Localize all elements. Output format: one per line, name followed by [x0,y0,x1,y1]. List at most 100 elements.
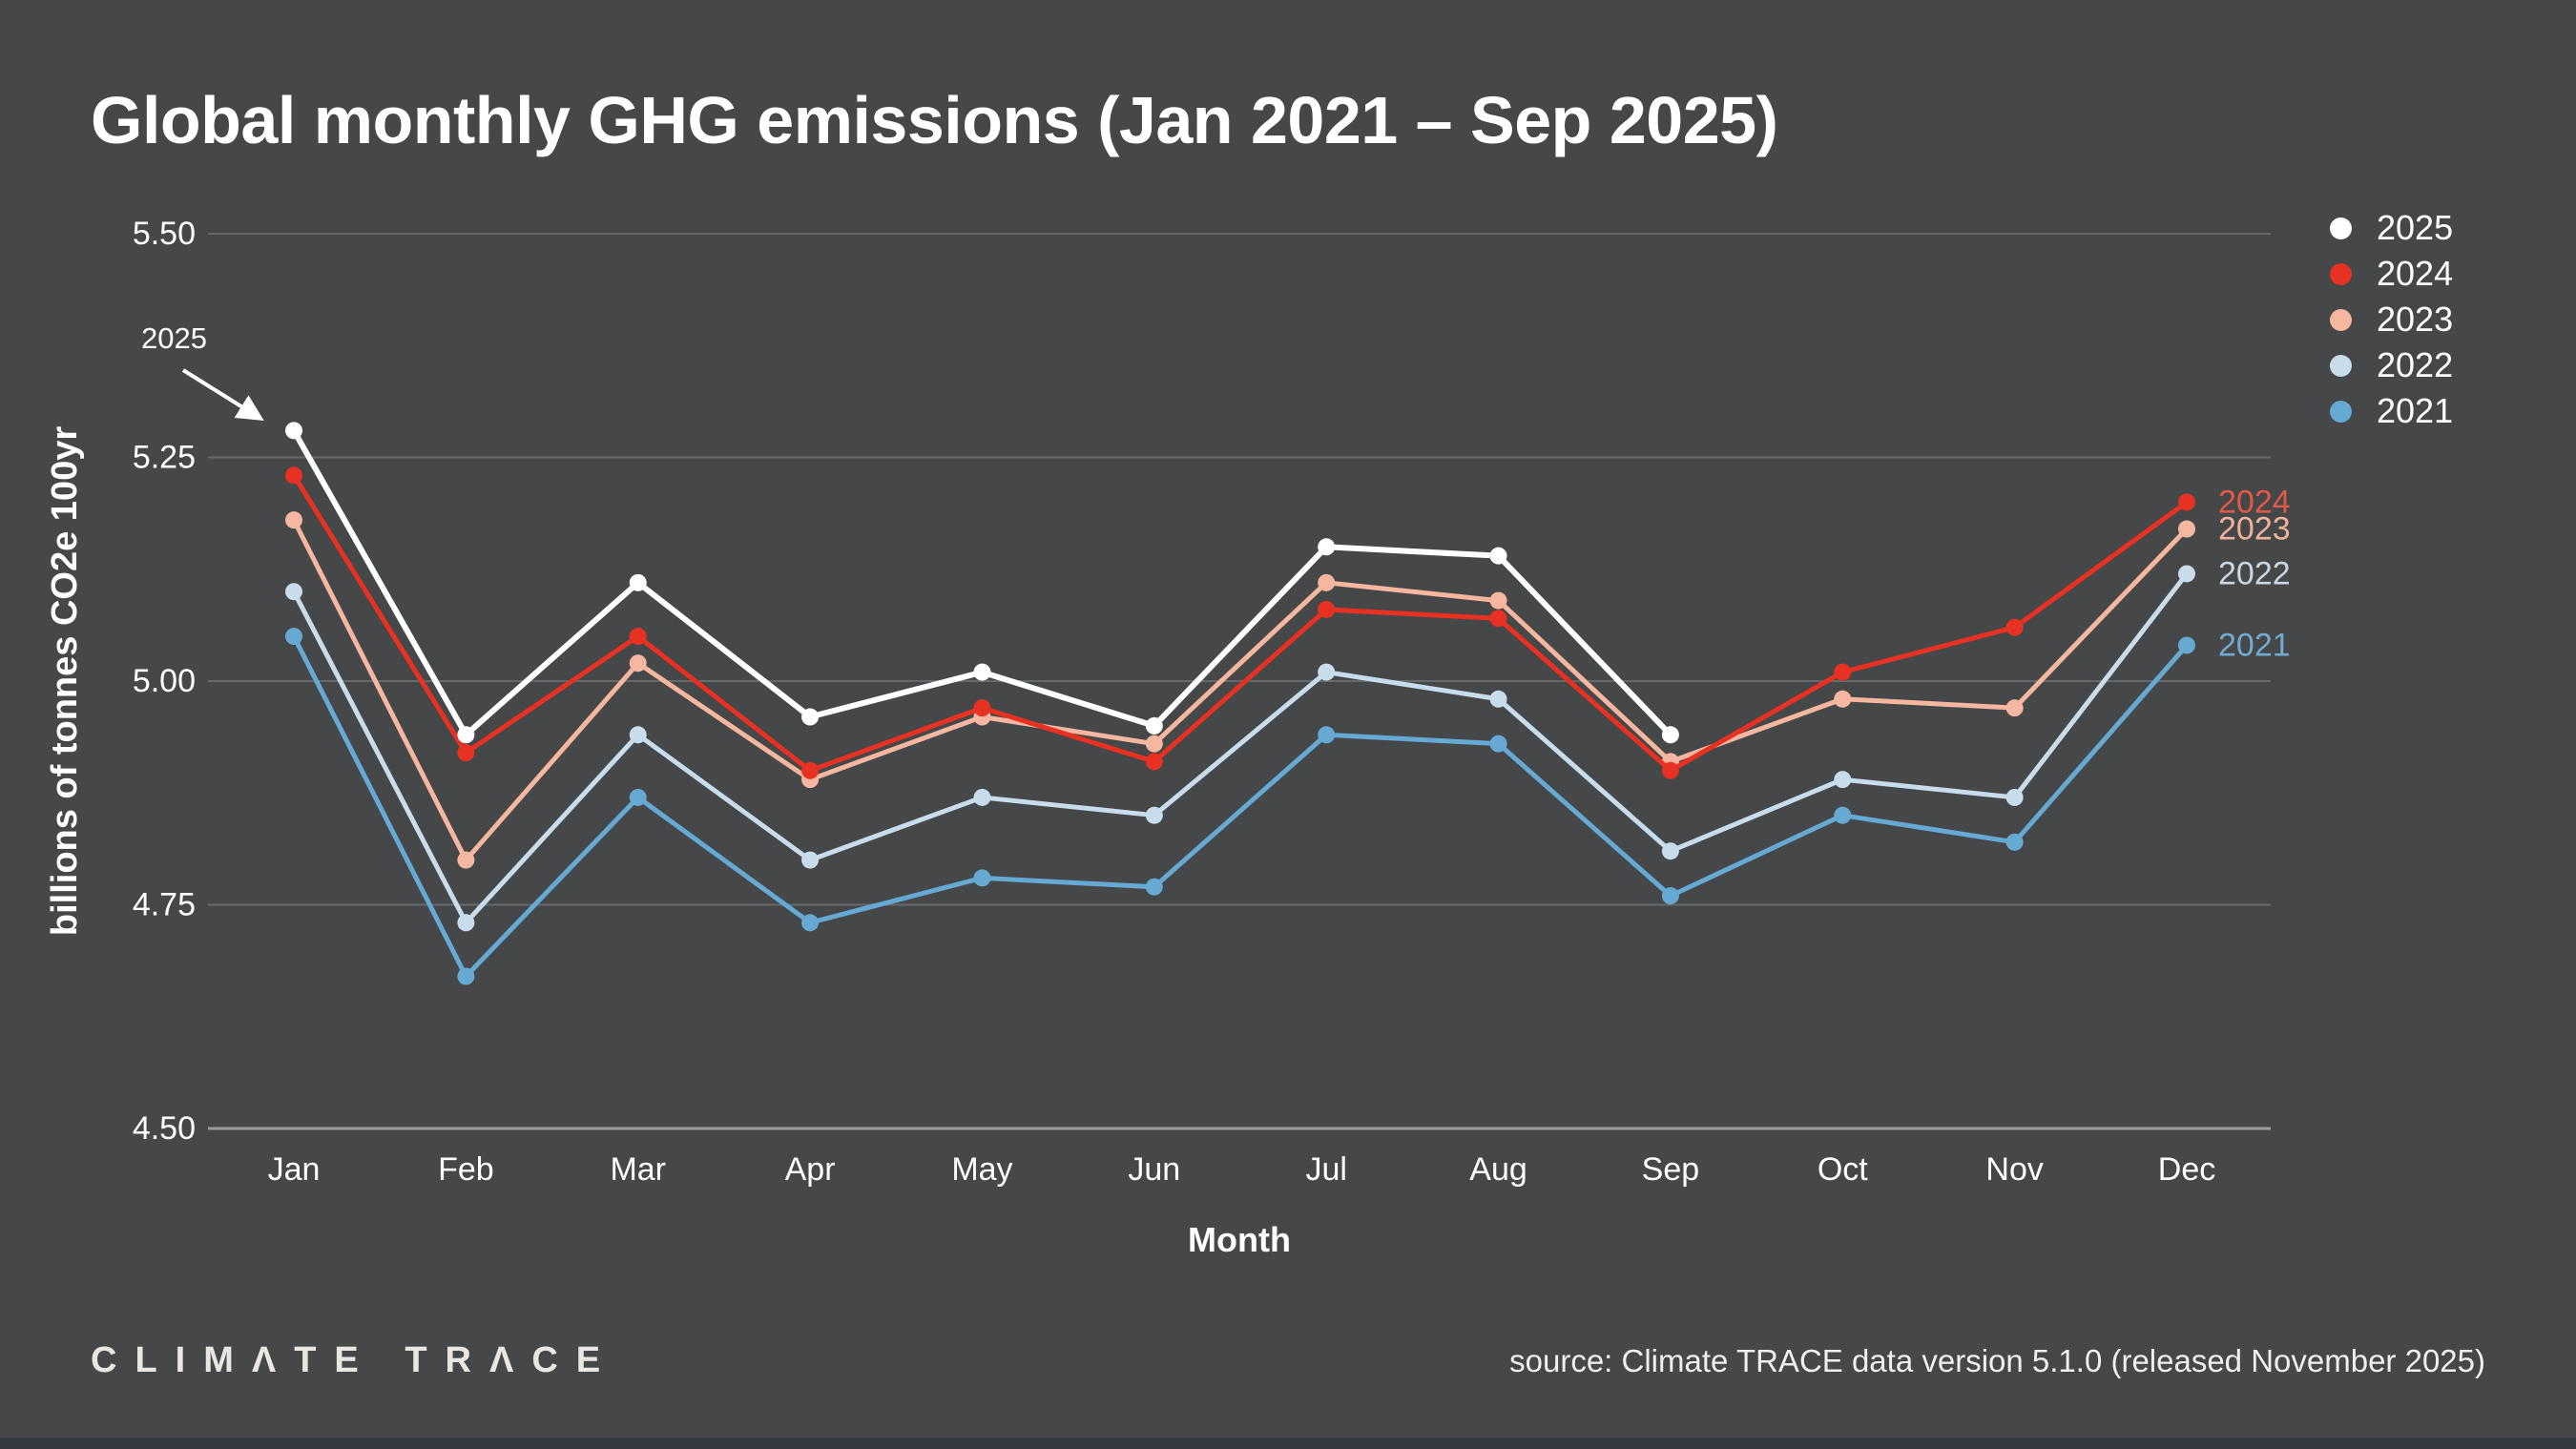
series-2022-point-Jul [1318,663,1336,681]
y-tick-label: 4.50 [133,1110,196,1147]
series-2025-point-Jun [1145,716,1163,735]
series-2022-point-Oct [1834,771,1852,789]
series-end-label-2021: 2021 [2218,627,2291,663]
series-2025 [285,422,1679,744]
series-2025-point-Apr [801,708,820,726]
series-2021-line [291,633,2190,980]
series-2021-point-Oct [1834,806,1852,824]
series-end-label-2023: 2023 [2218,511,2291,548]
series-2024-point-Dec [2178,493,2195,511]
y-tick-label: 5.00 [133,663,196,699]
series-2024-point-Nov [2005,618,2024,636]
series-2025-point-Jan [285,422,302,440]
series-2024-point-Jul [1318,600,1336,618]
x-tick-label: Feb [438,1151,494,1188]
series-2022-point-Dec [2178,565,2195,583]
series-2024-point-Apr [801,761,820,779]
series-2024-line [291,472,2190,774]
series-2021-point-Jul [1318,726,1336,744]
series-2024-point-Jun [1145,753,1163,771]
series-2022 [285,565,2195,932]
series-2023-point-Jan [285,511,302,529]
series-2021-point-May [973,869,991,887]
legend-label-2025: 2025 [2377,208,2454,247]
annotation-2025-label: 2025 [141,321,207,355]
page-title: Global monthly GHG emissions (Jan 2021 –… [91,83,1778,157]
footer-accent-bar [0,1438,2576,1449]
series-2024-point-Jan [285,466,302,485]
series-2024-point-Feb [457,744,475,762]
series-2023-point-Jul [1318,573,1336,591]
series-2024-point-Sep [1661,761,1679,779]
gridlines [208,233,2271,1130]
series-2025-point-Aug [1489,547,1507,565]
series-2021-point-Feb [457,967,475,985]
legend-dot-2023 [2330,308,2352,331]
series-2021-point-Apr [801,914,820,932]
legend-label-2021: 2021 [2377,391,2454,430]
x-axis-tick-labels: Jan Feb Mar Apr May Jun Jul Aug Sep Oct Nov Dec [268,1151,2216,1188]
series-2022-point-Jan [285,583,302,601]
series-2021-point-Sep [1661,887,1679,905]
series-2023-point-Oct [1834,690,1852,708]
series-2023-point-Jun [1145,735,1163,753]
chart-legend: 2025 2024 2023 2022 2021 [2330,208,2453,430]
series-2021-point-Jan [285,628,302,646]
legend-item-2021: 2021 [2330,391,2453,430]
series-2022-point-Sep [1661,842,1679,860]
legend-label-2022: 2022 [2377,345,2454,384]
y-axis-tick-labels: 5.50 5.25 5.00 4.75 4.50 [133,216,196,1147]
legend-dot-2022 [2330,354,2352,377]
x-tick-label: Oct [1818,1151,1868,1188]
x-tick-label: Jan [268,1151,321,1188]
series-2024-point-Oct [1834,663,1852,681]
x-tick-label: Mar [610,1151,666,1188]
series-2024-point-Mar [629,628,647,646]
series-2022-point-May [973,788,991,806]
series-2022-line [291,570,2190,925]
series-2022-point-Nov [2005,788,2024,806]
series-2023-point-Aug [1489,591,1507,610]
series-2023-line [291,517,2190,863]
y-tick-label: 5.50 [133,216,196,252]
y-tick-label: 5.25 [133,440,196,476]
x-tick-label: Dec [2158,1151,2215,1188]
series-2021-point-Dec [2178,636,2195,654]
legend-label-2024: 2024 [2377,254,2454,293]
series-end-label-2022: 2022 [2218,555,2291,591]
series-2025-point-Sep [1661,726,1679,744]
series-2025-line [291,427,1673,738]
legend-item-2024: 2024 [2330,254,2453,293]
series-2025-point-Jul [1318,538,1336,556]
series-2025-point-May [973,663,991,681]
series-2022-point-Jun [1145,806,1163,824]
climate-trace-logo: CLIMΛTE TRΛCE [91,1340,619,1380]
series-2023 [285,511,2195,869]
series-2021 [285,628,2195,985]
x-tick-label: May [951,1151,1012,1188]
x-tick-label: Sep [1642,1151,1700,1188]
x-axis-title: Month [1188,1220,1291,1259]
legend-item-2025: 2025 [2330,208,2453,247]
series-2022-point-Aug [1489,690,1507,708]
series-2025-point-Feb [457,726,475,744]
x-tick-label: Aug [1469,1151,1527,1188]
legend-item-2023: 2023 [2330,300,2453,339]
series-2021-point-Aug [1489,735,1507,753]
y-tick-label: 4.75 [133,887,196,923]
series-2022-point-Mar [629,726,647,744]
legend-item-2022: 2022 [2330,345,2453,384]
series-2023-point-Dec [2178,520,2195,538]
series-2025-point-Mar [629,573,647,591]
series-2021-point-Nov [2005,833,2024,851]
x-tick-label: Jun [1128,1151,1180,1188]
series-end-label-2024: 2024 [2218,484,2291,520]
y-axis-title: billions of tonnes CO2e 100yr [45,426,85,936]
series-2024-point-May [973,699,991,717]
series-2024 [285,466,2195,779]
series-2024-point-Aug [1489,610,1507,628]
series-2023-point-Mar [629,654,647,673]
x-tick-label: Jul [1305,1151,1346,1188]
